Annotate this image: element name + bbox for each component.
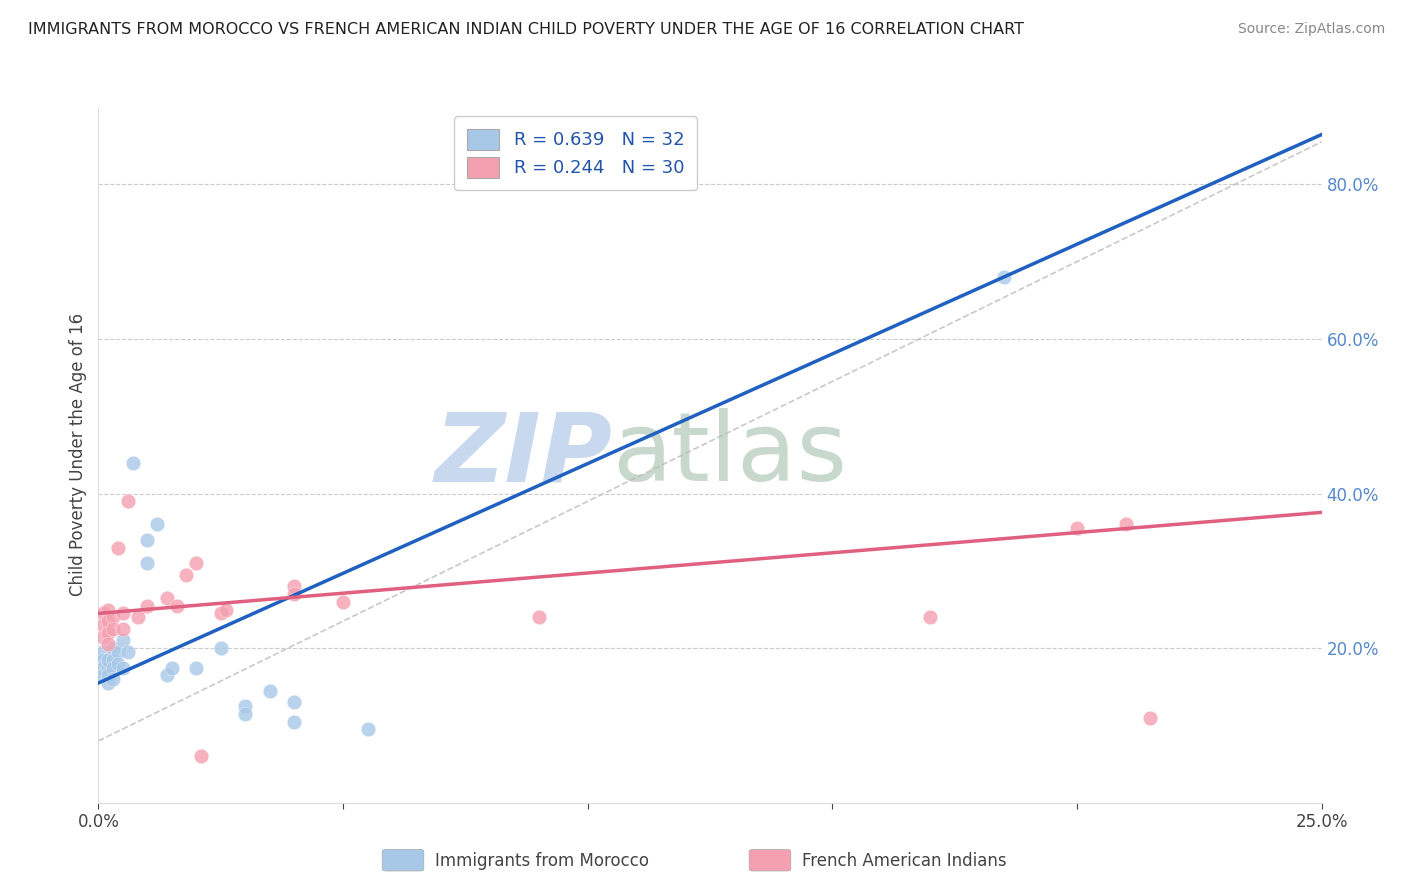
Point bbox=[176, 567, 198, 582]
Point bbox=[209, 607, 232, 621]
Point bbox=[91, 618, 114, 632]
Point bbox=[91, 645, 114, 659]
Point bbox=[259, 683, 281, 698]
Text: IMMIGRANTS FROM MOROCCO VS FRENCH AMERICAN INDIAN CHILD POVERTY UNDER THE AGE OF: IMMIGRANTS FROM MOROCCO VS FRENCH AMERIC… bbox=[28, 22, 1024, 37]
Point bbox=[1066, 521, 1088, 535]
Legend: R = 0.639   N = 32, R = 0.244   N = 30: R = 0.639 N = 32, R = 0.244 N = 30 bbox=[454, 116, 697, 190]
Point bbox=[1115, 517, 1137, 532]
Point bbox=[356, 723, 378, 737]
Point bbox=[1139, 711, 1161, 725]
Point bbox=[993, 270, 1015, 285]
Point bbox=[97, 614, 120, 628]
Point bbox=[107, 657, 129, 671]
Point bbox=[136, 599, 159, 613]
Text: French American Indians: French American Indians bbox=[801, 852, 1007, 870]
Point bbox=[97, 660, 120, 674]
Point bbox=[111, 660, 134, 674]
Point bbox=[91, 668, 114, 682]
Point bbox=[136, 533, 159, 547]
Point bbox=[283, 587, 305, 601]
Point bbox=[233, 699, 256, 714]
Point bbox=[91, 607, 114, 621]
Point bbox=[283, 695, 305, 709]
Y-axis label: Child Poverty Under the Age of 16: Child Poverty Under the Age of 16 bbox=[69, 313, 87, 597]
Point bbox=[160, 660, 183, 674]
Point bbox=[920, 610, 942, 624]
Point bbox=[97, 602, 120, 616]
Point bbox=[107, 645, 129, 659]
Point bbox=[91, 660, 114, 674]
Point bbox=[156, 668, 179, 682]
Point bbox=[209, 641, 232, 656]
Point bbox=[91, 653, 114, 667]
Point bbox=[97, 637, 120, 651]
Point bbox=[91, 630, 114, 644]
Point bbox=[97, 676, 120, 690]
Point bbox=[233, 706, 256, 721]
Point bbox=[186, 556, 208, 570]
Point bbox=[283, 579, 305, 593]
Point bbox=[121, 456, 143, 470]
Point bbox=[101, 641, 124, 656]
Point bbox=[332, 595, 354, 609]
Point bbox=[97, 653, 120, 667]
Point bbox=[101, 610, 124, 624]
Text: atlas: atlas bbox=[612, 409, 848, 501]
Point bbox=[111, 607, 134, 621]
Text: Source: ZipAtlas.com: Source: ZipAtlas.com bbox=[1237, 22, 1385, 37]
Point bbox=[101, 660, 124, 674]
Point bbox=[111, 633, 134, 648]
Text: Immigrants from Morocco: Immigrants from Morocco bbox=[434, 852, 648, 870]
FancyBboxPatch shape bbox=[749, 849, 790, 871]
Point bbox=[214, 602, 236, 616]
Point bbox=[283, 714, 305, 729]
Point bbox=[97, 668, 120, 682]
Point bbox=[127, 610, 149, 624]
Point bbox=[156, 591, 179, 605]
Point bbox=[117, 645, 139, 659]
FancyBboxPatch shape bbox=[382, 849, 423, 871]
Point bbox=[101, 653, 124, 667]
Point bbox=[146, 517, 169, 532]
Point bbox=[190, 749, 212, 764]
Point bbox=[101, 622, 124, 636]
Point bbox=[101, 672, 124, 686]
Point bbox=[186, 660, 208, 674]
Point bbox=[136, 556, 159, 570]
Point bbox=[117, 494, 139, 508]
Point bbox=[111, 622, 134, 636]
Point bbox=[97, 625, 120, 640]
Point bbox=[527, 610, 550, 624]
Point bbox=[166, 599, 188, 613]
Text: ZIP: ZIP bbox=[434, 409, 612, 501]
Point bbox=[107, 541, 129, 555]
